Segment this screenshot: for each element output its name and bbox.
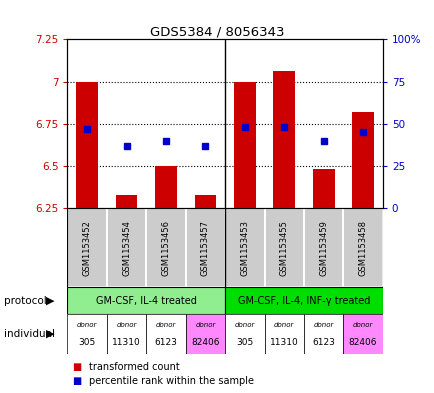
Text: ▶: ▶ (46, 329, 54, 339)
Text: GSM1153457: GSM1153457 (201, 220, 210, 275)
Bar (194, 195, 216, 208)
Text: donor: donor (116, 322, 136, 329)
Text: 11310: 11310 (269, 338, 298, 347)
Text: ■: ■ (72, 376, 81, 386)
Text: GSM1153455: GSM1153455 (279, 220, 288, 275)
Bar (185, 314, 225, 354)
Bar (185, 208, 225, 287)
Bar (352, 112, 373, 208)
Text: donor: donor (273, 322, 294, 329)
Bar (225, 287, 382, 314)
Text: GSM1153453: GSM1153453 (240, 220, 249, 275)
Text: GSM1153454: GSM1153454 (122, 220, 131, 275)
Text: GSM1153452: GSM1153452 (82, 220, 92, 275)
Bar (303, 208, 342, 287)
Bar (342, 208, 382, 287)
Text: 305: 305 (78, 338, 95, 347)
Bar (146, 208, 185, 287)
Bar (76, 81, 98, 208)
Text: donor: donor (313, 322, 333, 329)
Text: donor: donor (155, 322, 176, 329)
Bar (312, 169, 334, 208)
Text: GSM1153458: GSM1153458 (358, 220, 367, 275)
Bar (67, 314, 107, 354)
Text: 6123: 6123 (154, 338, 177, 347)
Text: GSM1153456: GSM1153456 (161, 220, 170, 275)
Text: ■: ■ (72, 362, 81, 373)
Text: 82406: 82406 (191, 338, 219, 347)
Bar (67, 208, 107, 287)
Bar (303, 314, 342, 354)
Text: 305: 305 (236, 338, 253, 347)
Bar (264, 314, 303, 354)
Text: 82406: 82406 (348, 338, 376, 347)
Text: 6123: 6123 (312, 338, 334, 347)
Bar (225, 208, 264, 287)
Bar (107, 314, 146, 354)
Bar (233, 81, 255, 208)
Text: donor: donor (234, 322, 254, 329)
Bar (115, 195, 137, 208)
Text: donor: donor (352, 322, 372, 329)
Bar (264, 208, 303, 287)
Text: GM-CSF, IL-4, INF-γ treated: GM-CSF, IL-4, INF-γ treated (237, 296, 369, 306)
Text: individual: individual (4, 329, 55, 339)
Bar (67, 287, 225, 314)
Text: GM-CSF, IL-4 treated: GM-CSF, IL-4 treated (95, 296, 196, 306)
Bar (155, 166, 176, 208)
Text: GDS5384 / 8056343: GDS5384 / 8056343 (150, 26, 284, 39)
Text: donor: donor (77, 322, 97, 329)
Bar (273, 72, 294, 208)
Text: transformed count: transformed count (89, 362, 180, 373)
Bar (342, 314, 382, 354)
Bar (225, 314, 264, 354)
Text: ▶: ▶ (46, 296, 54, 306)
Text: percentile rank within the sample: percentile rank within the sample (89, 376, 253, 386)
Text: 11310: 11310 (112, 338, 141, 347)
Text: protocol: protocol (4, 296, 47, 306)
Text: GSM1153459: GSM1153459 (319, 220, 327, 275)
Bar (146, 314, 185, 354)
Text: donor: donor (195, 322, 215, 329)
Bar (107, 208, 146, 287)
